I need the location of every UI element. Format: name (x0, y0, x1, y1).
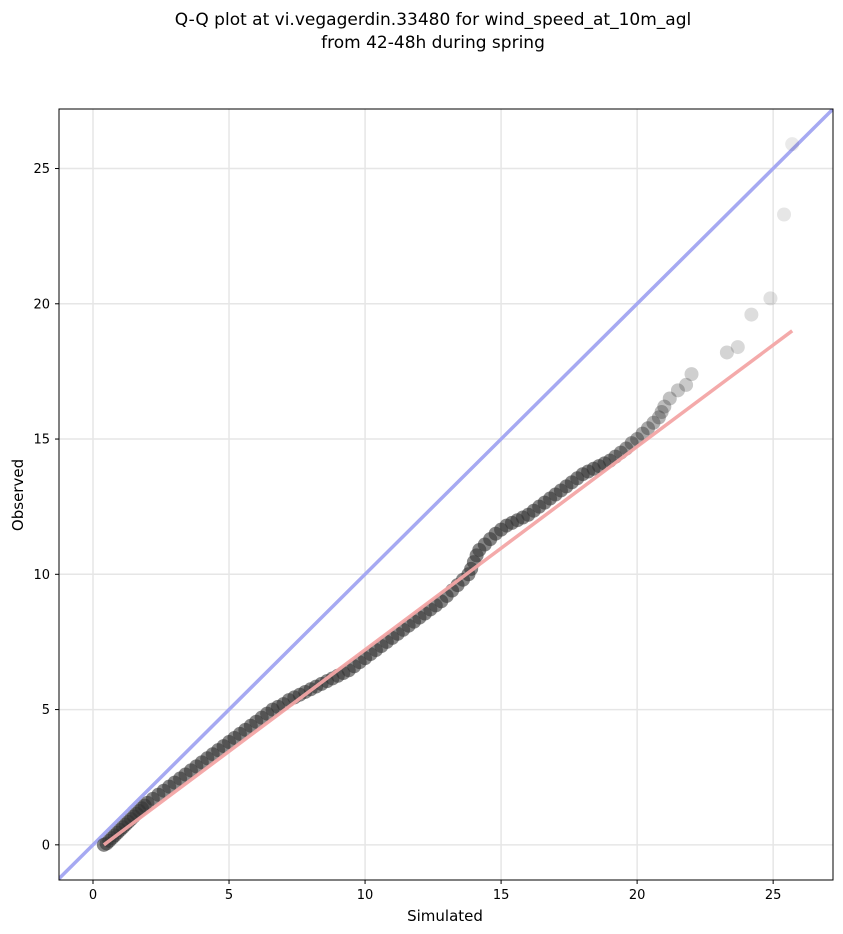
chart-subtitle: from 42-48h during spring (321, 33, 545, 53)
qq-point (670, 383, 685, 398)
qq-point (744, 307, 759, 322)
y-tick-label: 5 (42, 703, 50, 718)
data-points (96, 137, 800, 852)
plot-area (59, 109, 833, 880)
qq-point (684, 367, 699, 382)
chart-title: Q-Q plot at vi.vegagerdin.33480 for wind… (175, 10, 691, 30)
y-tick-label: 10 (33, 568, 50, 583)
x-tick-label: 20 (629, 888, 646, 903)
x-tick-label: 25 (765, 888, 782, 903)
y-axis-ticks: 0 5 10 15 20 25 (33, 162, 59, 853)
qq-point (730, 340, 745, 355)
plot-frame (58, 108, 834, 881)
qq-point (777, 207, 792, 222)
identity-line (59, 109, 833, 880)
y-tick-label: 25 (33, 162, 50, 177)
qq-point (651, 410, 666, 425)
y-tick-label: 15 (33, 433, 50, 448)
qq-point (719, 345, 734, 360)
x-axis-label: Simulated (407, 907, 483, 925)
x-axis-ticks: 0 5 10 15 20 25 (89, 880, 782, 903)
qq-point (657, 399, 672, 414)
y-tick-label: 20 (33, 297, 50, 312)
qq-point (654, 404, 669, 419)
qq-point (662, 391, 677, 406)
qq-point (635, 426, 650, 441)
qq-point (646, 415, 661, 430)
qq-point (763, 291, 778, 306)
qq-point (679, 377, 694, 392)
fit-line (102, 329, 794, 847)
y-axis-label: Observed (9, 459, 27, 531)
x-tick-label: 10 (357, 888, 374, 903)
qq-point (785, 137, 800, 152)
grid-lines (59, 109, 833, 880)
qq-point (641, 421, 656, 436)
x-tick-label: 15 (493, 888, 510, 903)
y-tick-label: 0 (42, 838, 50, 853)
x-tick-label: 5 (225, 888, 233, 903)
x-tick-label: 0 (89, 888, 97, 903)
